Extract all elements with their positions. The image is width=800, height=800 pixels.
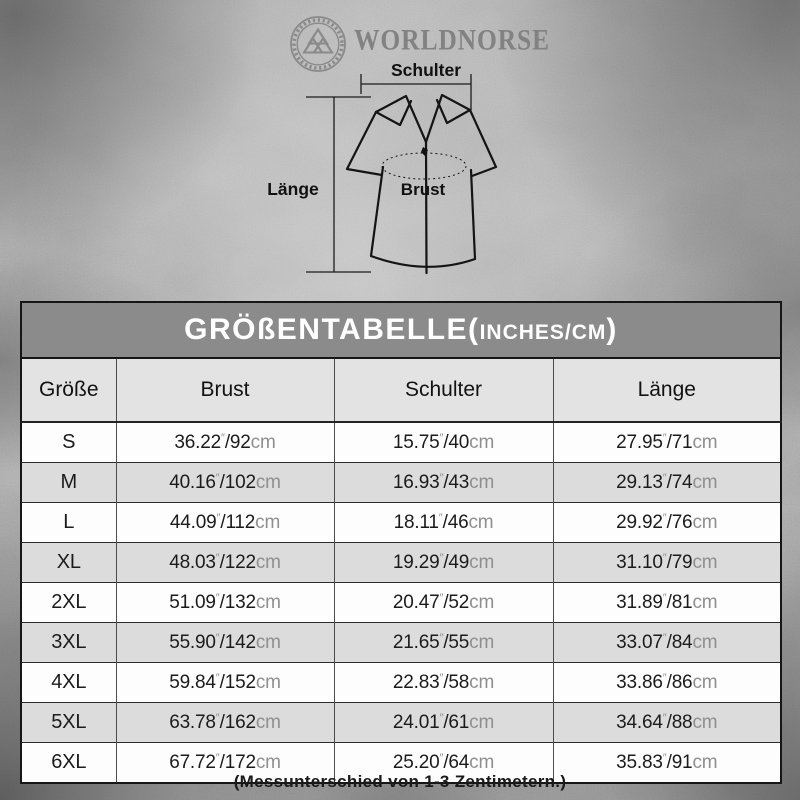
chest-measure-ellipse [381,152,467,180]
measurement-cell: 19.29″/49cm [333,542,554,583]
size-label-cell: L [20,502,117,543]
length-label: Länge [267,179,319,199]
measurement-cell: 44.09″/112cm [115,502,335,543]
size-label-cell: XL [20,542,117,583]
shirt-measurement-diagram: Schulter Länge Brust [267,60,498,275]
size-table-body: S 36.22″/92cm 15.75″/40cm 27.95″/71cm M 40.16… [20,421,782,783]
measurement-cell: 29.92″/76cm [552,502,782,543]
measurement-cell: 55.90″/142cm [115,622,335,663]
column-header-length: Länge [552,358,782,423]
measurement-cell: 31.10″/79cm [552,542,782,583]
shoulder-label: Schulter [391,60,461,80]
size-label-cell: 4XL [20,662,117,703]
table-title-row: GRÖßENTABELLE(INCHES/CM) [21,302,782,359]
measurement-cell: 24.01″/61cm [333,702,554,743]
measurement-cell: 29.13″/74cm [552,462,782,503]
measurement-disclaimer: (Messunterschied von 1-3 Zentimetern.) [233,772,567,791]
measurement-cell: 34.64″/88cm [552,702,782,743]
measurement-cell: 63.78″/162cm [115,702,335,743]
size-label-cell: S [20,421,117,463]
table-row: XL 48.03″/122cm 19.29″/49cm 31.10″/79cm [20,542,782,583]
size-label-cell: 2XL [20,582,117,623]
size-table: GRÖßENTABELLE(INCHES/CM) Größe Brust Sch… [20,301,783,784]
size-label-cell: M [20,462,117,503]
column-header-chest: Brust [115,358,335,423]
measurement-cell: 33.07″/84cm [552,622,782,663]
chest-label: Brust [401,180,446,199]
table-row: S 36.22″/92cm 15.75″/40cm 27.95″/71cm [20,421,782,463]
measurement-cell: 22.83″/58cm [333,662,554,703]
dimension-lines [306,74,472,273]
table-row: 4XL 59.84″/152cm 22.83″/58cm 33.86″/86cm [20,662,782,703]
table-header-row: Größe Brust Schulter Länge [20,358,782,423]
size-label-cell: 3XL [20,622,117,663]
measurement-cell: 27.95″/71cm [552,421,782,463]
table-title-main: GRÖßENTABELLE( [184,313,480,346]
measurement-cell: 31.89″/81cm [552,582,782,623]
column-header-size: Größe [20,358,117,423]
table-row: M 40.16″/102cm 16.93″/43cm 29.13″/74cm [20,462,782,503]
measurement-cell: 15.75″/40cm [333,421,554,463]
table-row: 2XL 51.09″/132cm 20.47″/52cm 31.89″/81cm [20,582,782,623]
measurement-cell: 59.84″/152cm [115,662,335,703]
table-row: L 44.09″/112cm 18.11″/46cm 29.92″/76cm [20,502,782,543]
measurement-cell: 18.11″/46cm [333,502,554,543]
table-title-close: ) [606,313,618,346]
table-row: 3XL 55.90″/142cm 21.65″/55cm 33.07″/84cm [20,622,782,663]
measurement-cell: 16.93″/43cm [333,462,554,503]
measurement-cell: 21.65″/55cm [333,622,554,663]
table-row: 5XL 63.78″/162cm 24.01″/61cm 34.64″/88cm [20,702,782,743]
measurement-cell: 51.09″/132cm [115,582,335,623]
measurement-cell: 36.22″/92cm [115,421,335,463]
measurement-cell: 20.47″/52cm [333,582,554,623]
size-label-cell: 5XL [20,702,117,743]
measurement-cell: 33.86″/86cm [552,662,782,703]
brand-name: WORLDNORSE [354,24,550,57]
table-title: GRÖßENTABELLE(INCHES/CM) [21,302,782,359]
measurement-cell: 40.16″/102cm [115,462,335,503]
measurement-cell: 48.03″/122cm [115,542,335,583]
column-header-shoulder: Schulter [333,358,554,423]
table-title-unit: INCHES/CM [479,321,607,344]
